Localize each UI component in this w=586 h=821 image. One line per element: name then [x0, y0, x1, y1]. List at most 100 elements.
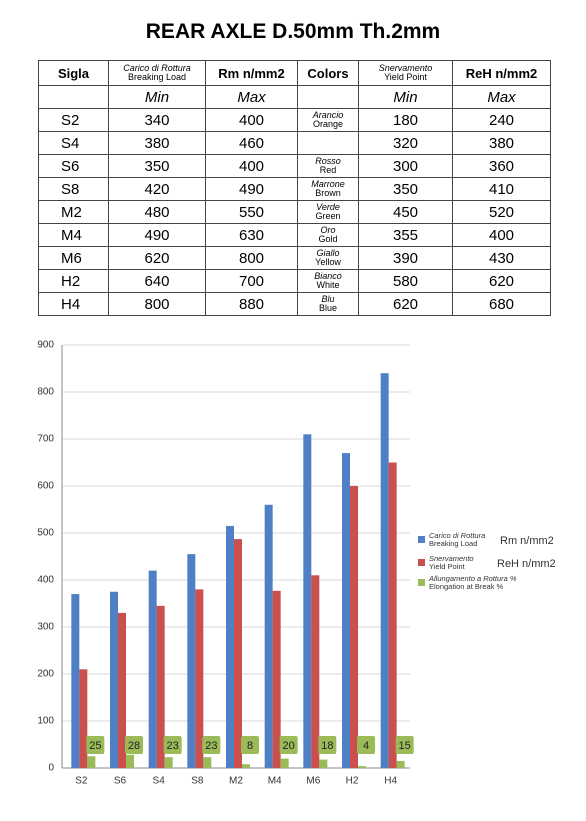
table-cell: 520	[452, 200, 551, 224]
table-cell: 320	[358, 131, 453, 155]
color-text: Blu	[321, 294, 335, 304]
cell-text: 620	[144, 249, 170, 267]
cell-text: 630	[238, 226, 265, 244]
bar	[226, 525, 234, 768]
value-label: 28	[128, 740, 140, 752]
bar	[164, 757, 173, 768]
legend-label: Carico di Rottura	[429, 531, 485, 540]
cell-text: M6	[61, 249, 82, 267]
legend-label: Yield Point	[429, 562, 465, 571]
table-cell: 490	[205, 177, 298, 201]
legend-label: Breaking Load	[429, 539, 477, 548]
table-row: S8 420 490 Marrone Brown 350 410	[38, 177, 551, 201]
header-text: Carico di Rottura	[123, 63, 191, 73]
table-cell: 620	[358, 292, 453, 316]
cell-text: 640	[144, 272, 170, 290]
color-text: Marrone	[311, 179, 345, 189]
table-cell: 355	[358, 223, 453, 247]
table-cell	[297, 131, 359, 155]
cell-text: 550	[238, 203, 265, 221]
legend-swatch	[418, 579, 425, 586]
x-tick-label: H2	[346, 776, 359, 787]
cell-text: 380	[488, 134, 515, 152]
cell-text: 240	[488, 111, 515, 129]
table-cell: 340	[108, 108, 206, 132]
bar	[203, 757, 212, 768]
color-text: Oro	[320, 225, 336, 235]
y-tick-label: 700	[37, 434, 54, 445]
cell-text: 620	[488, 272, 515, 290]
table-cell: S8	[38, 177, 109, 201]
table-cell: 550	[205, 200, 298, 224]
legend-label: Snervamento	[429, 554, 474, 563]
cell-text: 400	[238, 157, 265, 175]
bar	[234, 539, 242, 768]
table-cell: M2	[38, 200, 109, 224]
cell-text: 360	[488, 157, 515, 175]
x-tick-label: M4	[268, 776, 282, 787]
table-cell: 410	[452, 177, 551, 201]
bar	[396, 760, 405, 768]
bar	[126, 754, 134, 768]
bar	[79, 669, 88, 768]
bar	[156, 605, 165, 768]
bar	[148, 570, 157, 768]
legend-swatch	[418, 536, 425, 543]
table-row: S2 340 400 Arancio Orange 180 240	[38, 108, 551, 132]
header-text: Colors	[307, 65, 349, 81]
table-cell: 350	[358, 177, 453, 201]
color-text: Rosso	[315, 156, 341, 166]
header-cell: ReH n/mm2	[452, 60, 551, 86]
table-cell: 450	[358, 200, 453, 224]
value-label: 18	[321, 740, 333, 752]
cell-text: 355	[392, 226, 419, 244]
header-row: Sigla Carico di Rottura Breaking Load Rm n/…	[38, 60, 551, 86]
cell-text: M2	[61, 203, 82, 221]
table-cell: Marrone Brown	[297, 177, 359, 201]
cell-text: 420	[144, 180, 170, 198]
cell-text: 700	[238, 272, 265, 290]
cell-text: 490	[144, 226, 170, 244]
value-label-box	[318, 736, 337, 754]
table-row: M2 480 550 Verde Green 450 520	[38, 200, 551, 224]
cell-text: 580	[392, 272, 419, 290]
header-cell: Sigla	[38, 60, 109, 86]
table-cell: Arancio Orange	[297, 108, 359, 132]
x-tick-label: M6	[306, 776, 320, 787]
value-label-box	[202, 736, 221, 754]
value-label: 4	[363, 740, 369, 752]
cell-text: 380	[144, 134, 170, 152]
legend-unit: Rm n/mm2	[500, 535, 554, 547]
table-cell: 460	[205, 131, 298, 155]
table-cell: 420	[108, 177, 206, 201]
x-tick-label: S8	[191, 776, 204, 787]
cell-text: 410	[488, 180, 515, 198]
table-cell: 380	[108, 131, 206, 155]
value-label-box	[279, 736, 298, 754]
table-cell: 350	[108, 154, 206, 178]
cell-text: S8	[61, 180, 80, 198]
color-text: Bianco	[314, 271, 342, 281]
table-cell: 360	[452, 154, 551, 178]
color-text: Red	[319, 165, 337, 175]
color-text: Blue	[318, 303, 337, 313]
cell-text: 400	[488, 226, 515, 244]
table-cell: M6	[38, 246, 109, 270]
bar	[195, 589, 204, 768]
y-tick-label: 900	[37, 340, 54, 351]
table-cell: 300	[358, 154, 453, 178]
bar	[358, 766, 366, 768]
cell-text: S4	[61, 134, 80, 152]
table-cell: 880	[205, 292, 298, 316]
bar	[280, 758, 289, 768]
table-cell: 240	[452, 108, 551, 132]
table-cell: 800	[108, 292, 206, 316]
header-cell: Snervamento Yield Point	[358, 60, 453, 86]
y-tick-label: 800	[37, 387, 54, 398]
subheader-cell: Max	[205, 85, 298, 109]
header-cell: Colors	[297, 60, 359, 86]
cell-text: 680	[488, 295, 515, 313]
bar	[242, 764, 250, 768]
cell-text: 350	[392, 180, 419, 198]
table-cell: Blu Blue	[297, 292, 359, 316]
